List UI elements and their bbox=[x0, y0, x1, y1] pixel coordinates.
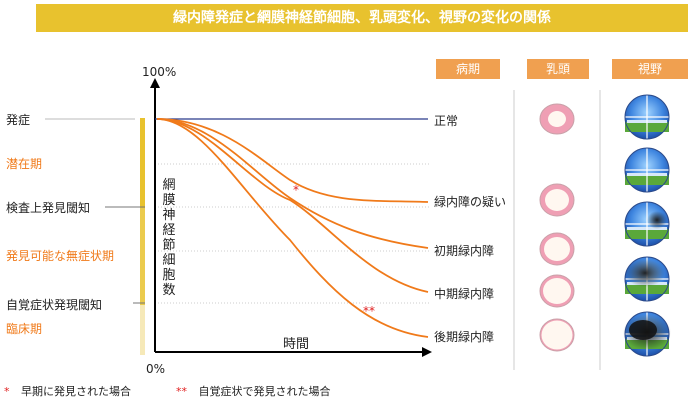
x-axis-arrow bbox=[422, 347, 432, 357]
symptom-threshold-label: 自覚症状発現閾知 bbox=[6, 298, 103, 312]
curve-suspect bbox=[156, 118, 429, 203]
header-visual-field: 視野 bbox=[612, 59, 688, 79]
y-axis-min-label: 0% bbox=[146, 362, 166, 376]
visual-field-early-icon bbox=[624, 201, 670, 247]
stage-label-middle: 中期緑内障 bbox=[434, 287, 495, 301]
visual-field-suspect-icon bbox=[624, 147, 670, 193]
visual-field-middle-icon bbox=[624, 256, 670, 302]
y-axis-max-label: 100% bbox=[142, 65, 177, 79]
footnote-early: * 早期に発見された場合 bbox=[4, 383, 131, 399]
x-axis-label: 時間 bbox=[283, 337, 310, 352]
stage-label-late: 後期緑内障 bbox=[434, 330, 495, 344]
papilla-middle-icon bbox=[539, 274, 575, 308]
dotted-guides bbox=[155, 163, 430, 304]
header-papilla: 乳頭 bbox=[527, 59, 589, 79]
detectable-period-label: 発見可能な無症状期 bbox=[6, 249, 115, 263]
curve-middle bbox=[156, 118, 429, 293]
footnote-symptom: ** 自覚症状で発見された場合 bbox=[176, 383, 331, 399]
latent-phase-bar bbox=[140, 118, 145, 208]
early-detection-marker: * bbox=[293, 183, 299, 197]
latent-period-label: 潜在期 bbox=[6, 157, 43, 171]
curve-late bbox=[156, 118, 429, 338]
visual-field-icons bbox=[623, 94, 671, 357]
papilla-suspect-icon bbox=[539, 183, 575, 217]
footnote-early-mark: * bbox=[4, 385, 10, 398]
stage-label-early: 初期緑内障 bbox=[434, 244, 495, 258]
papilla-late-icon bbox=[539, 318, 575, 352]
footnote-symptom-text: 自覚症状で発見された場合 bbox=[198, 385, 331, 398]
onset-label: 発症 bbox=[6, 113, 31, 127]
papilla-normal-icon bbox=[539, 103, 575, 135]
stage-label-normal: 正常 bbox=[434, 114, 459, 128]
y-axis-label: 網膜神経節細胞数 bbox=[162, 178, 176, 298]
decline-curves bbox=[156, 118, 429, 338]
header-period: 病期 bbox=[436, 59, 500, 79]
papilla-early-icon bbox=[539, 232, 575, 266]
visual-field-late-icon bbox=[623, 311, 671, 357]
detectable-phase-bar bbox=[140, 208, 145, 305]
exam-threshold-label: 検査上発見閾知 bbox=[6, 201, 91, 215]
clinical-phase-bar bbox=[140, 305, 145, 355]
visual-field-normal-icon bbox=[624, 94, 670, 140]
clinical-period-label: 臨床期 bbox=[6, 322, 43, 336]
y-axis-arrow bbox=[150, 78, 160, 88]
footnote-early-text: 早期に発見された場合 bbox=[21, 385, 131, 398]
curve-early bbox=[156, 118, 429, 249]
papilla-icons bbox=[539, 103, 575, 352]
symptom-detection-marker: ** bbox=[363, 304, 375, 318]
stage-label-suspect: 緑内障の疑い bbox=[434, 195, 507, 209]
title-banner: 緑内障発症と網膜神経節細胞、乳頭変化、視野の変化の関係 bbox=[36, 4, 688, 32]
footnote-symptom-mark: ** bbox=[176, 385, 187, 398]
